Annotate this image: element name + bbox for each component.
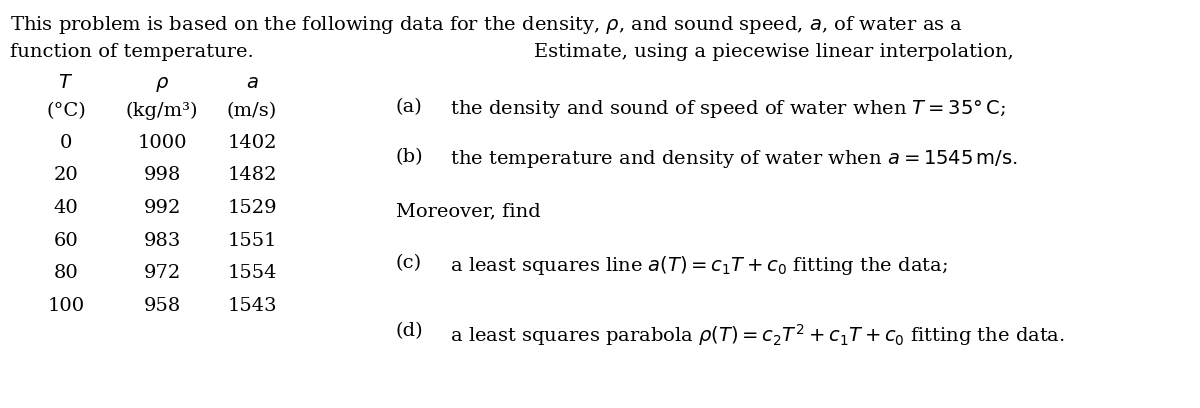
Text: 1529: 1529	[227, 199, 277, 217]
Text: 80: 80	[54, 264, 78, 282]
Text: function of temperature.: function of temperature.	[10, 43, 253, 61]
Text: 1543: 1543	[227, 297, 277, 315]
Text: 1482: 1482	[227, 166, 277, 184]
Text: (m/s): (m/s)	[227, 102, 277, 120]
Text: Estimate, using a piecewise linear interpolation,: Estimate, using a piecewise linear inter…	[534, 43, 1014, 61]
Text: 20: 20	[54, 166, 78, 184]
Text: the temperature and density of water when $a = 1545\,\mathrm{m/s}$.: the temperature and density of water whe…	[444, 148, 1018, 170]
Text: a least squares line $a(T) = c_1 T + c_0$ fitting the data;: a least squares line $a(T) = c_1 T + c_0…	[444, 254, 948, 277]
Text: (d): (d)	[396, 322, 424, 340]
Text: 60: 60	[54, 232, 78, 250]
Text: (°C): (°C)	[46, 102, 86, 120]
Text: (c): (c)	[396, 254, 422, 272]
Text: (kg/m³): (kg/m³)	[126, 102, 198, 120]
Text: 983: 983	[143, 232, 181, 250]
Text: 1554: 1554	[227, 264, 277, 282]
Text: 998: 998	[143, 166, 181, 184]
Text: 0: 0	[60, 134, 72, 152]
Text: 1402: 1402	[227, 134, 277, 152]
Text: (b): (b)	[396, 148, 424, 166]
Text: 958: 958	[143, 297, 181, 315]
Text: a least squares parabola $\rho(T) = c_2 T^2 + c_1 T + c_0$ fitting the data.: a least squares parabola $\rho(T) = c_2 …	[444, 322, 1064, 348]
Text: (a): (a)	[396, 98, 422, 116]
Text: 1000: 1000	[137, 134, 187, 152]
Text: the density and sound of speed of water when $T = 35°\,\mathrm{C}$;: the density and sound of speed of water …	[444, 98, 1006, 120]
Text: $a$: $a$	[246, 74, 258, 92]
Text: This problem is based on the following data for the density, $\rho$, and sound s: This problem is based on the following d…	[10, 14, 962, 36]
Text: 100: 100	[48, 297, 84, 315]
Text: 40: 40	[54, 199, 78, 217]
Text: Moreover, find: Moreover, find	[396, 202, 541, 220]
Text: 1551: 1551	[227, 232, 277, 250]
Text: $T$: $T$	[59, 74, 73, 92]
Text: 972: 972	[143, 264, 181, 282]
Text: $\rho$: $\rho$	[155, 75, 169, 94]
Text: 992: 992	[143, 199, 181, 217]
